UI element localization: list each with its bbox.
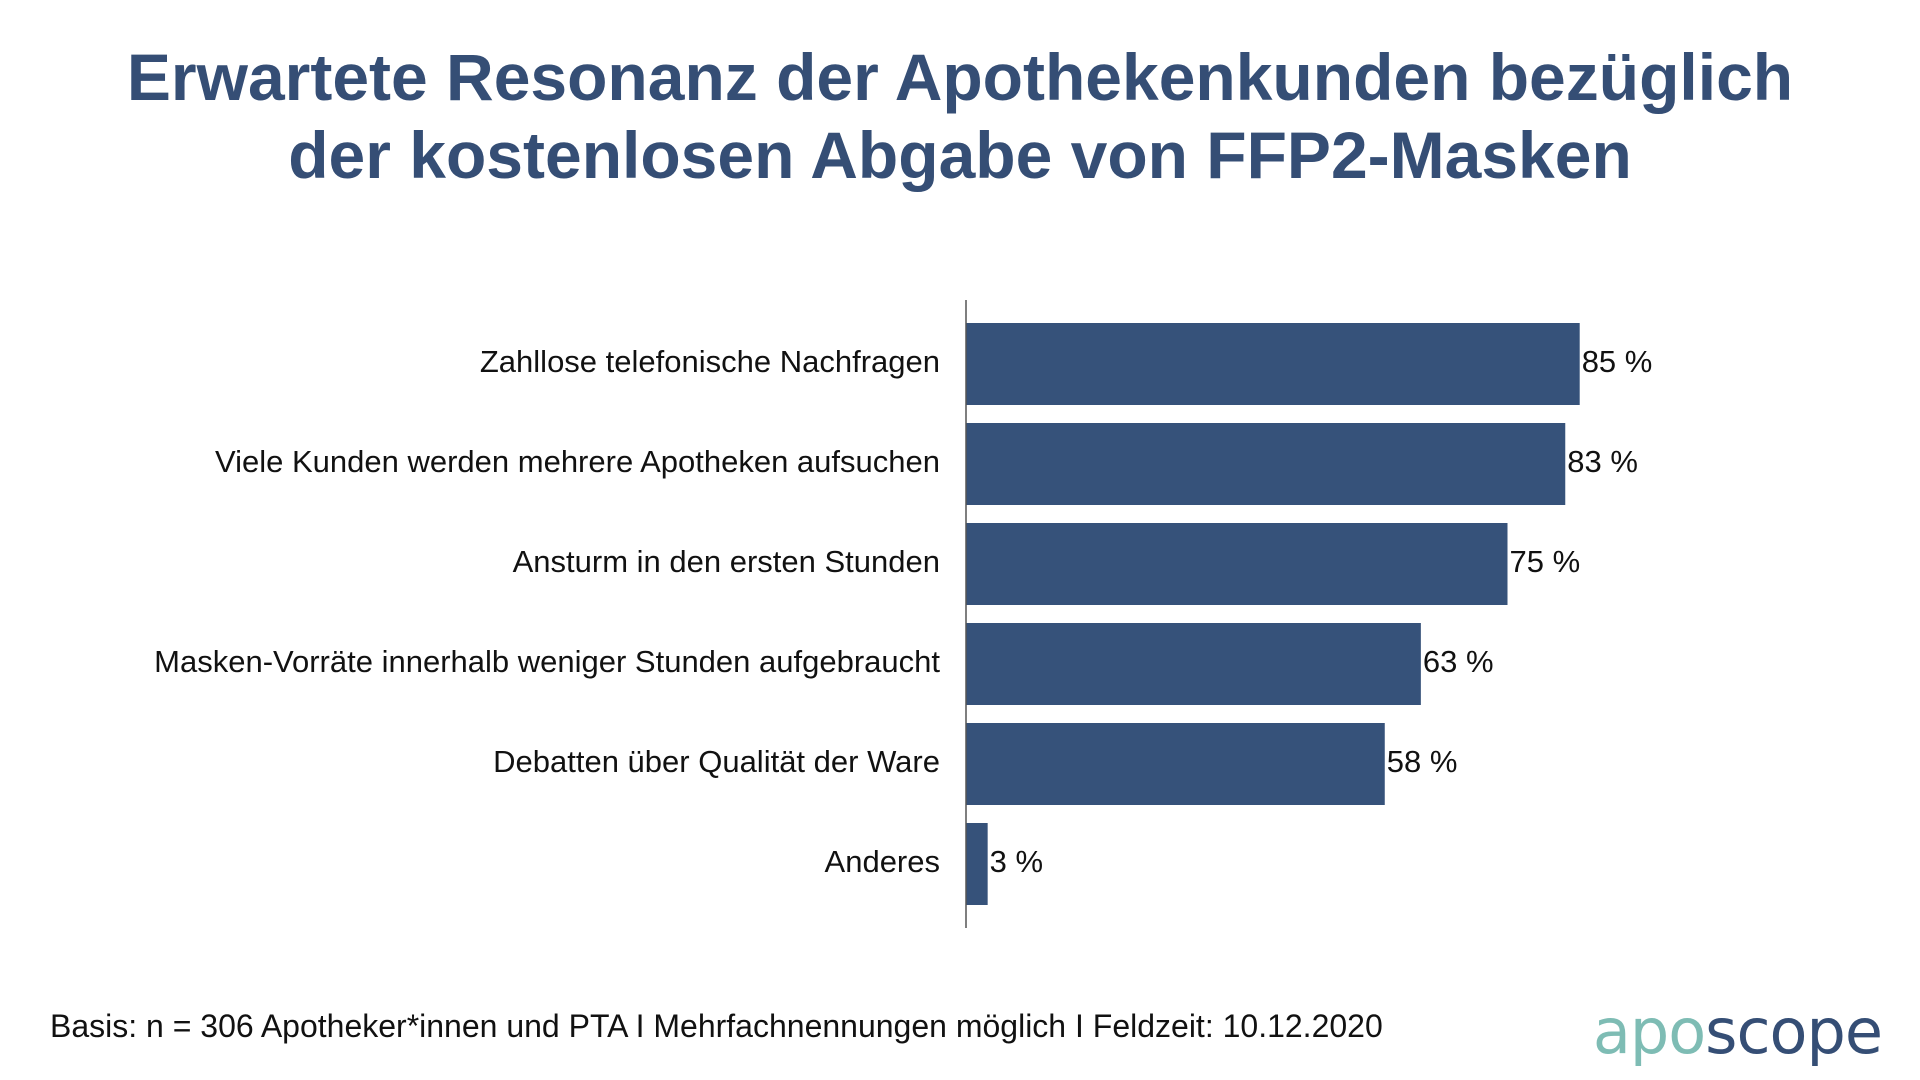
category-label: Masken-Vorräte innerhalb weniger Stunden… (154, 644, 940, 679)
bar (966, 423, 1566, 505)
bar (966, 823, 988, 905)
logo-part-scope: scope (1705, 995, 1883, 1068)
data-label: 63 % (1423, 644, 1494, 679)
bar (966, 623, 1421, 705)
category-label: Ansturm in den ersten Stunden (513, 544, 940, 579)
category-label: Zahllose telefonische Nachfragen (480, 344, 940, 379)
data-label: 83 % (1567, 444, 1638, 479)
aposcope-logo: aposcope (1592, 995, 1883, 1068)
bar (966, 723, 1385, 805)
data-label: 85 % (1582, 344, 1653, 379)
footer-note: Basis: n = 306 Apotheker*innen und PTA I… (50, 1008, 1383, 1044)
category-label: Debatten über Qualität der Ware (493, 744, 940, 779)
chart-title-line-1: Erwartete Resonanz der Apothekenkunden b… (126, 40, 1794, 114)
bar (966, 523, 1508, 605)
data-label: 58 % (1387, 744, 1458, 779)
category-label: Anderes (825, 844, 940, 879)
logo-part-apo: apo (1592, 995, 1706, 1068)
bar (966, 323, 1580, 405)
data-label: 3 % (990, 844, 1043, 879)
chart-title-line-2: der kostenlosen Abgabe von FFP2-Masken (288, 118, 1632, 192)
data-label: 75 % (1510, 544, 1581, 579)
chart-title: Erwartete Resonanz der Apothekenkunden b… (0, 38, 1920, 194)
category-label: Viele Kunden werden mehrere Apotheken au… (215, 444, 940, 479)
